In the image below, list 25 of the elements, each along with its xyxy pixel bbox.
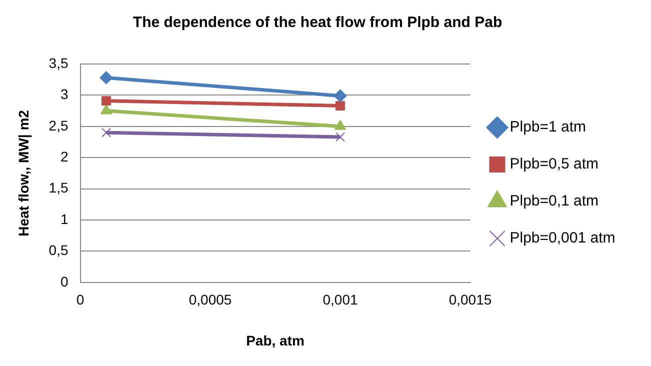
point (102, 96, 112, 106)
x-axis-title: Pab, atm (246, 332, 304, 348)
x-tick-label: 0,001 (322, 292, 358, 308)
y-tick-label: 2,5 (48, 117, 68, 134)
y-tick-label: 3 (60, 86, 68, 102)
y-tick-label: 0 (60, 273, 68, 290)
chart-title: The dependence of the heat flow from Plpb and Pab (132, 14, 502, 32)
y-tick-label: 3,5 (48, 54, 68, 71)
y-tick-label: 1 (60, 210, 68, 227)
point (334, 89, 347, 102)
y-tick-label: 1,5 (48, 180, 68, 196)
point (336, 101, 345, 111)
legend-label: Plpb=1 atm (510, 118, 586, 136)
x-tick-label: 0 (76, 292, 84, 308)
y-axis-title: Heat flow,, MW| m2 (15, 110, 32, 236)
legend-label: Plpb=0,001 atm (510, 230, 616, 247)
y-tick-label: 2 (60, 148, 68, 164)
point (336, 132, 345, 142)
x-tick-label: 0,0015 (448, 292, 492, 308)
legend-label: Plpb=0,1 atm (510, 192, 599, 210)
y-tick-label: 0,5 (48, 242, 68, 258)
point (100, 71, 113, 84)
legend-label: Plpb=0,5 atm (510, 156, 599, 173)
x-tick-label: 0,0005 (188, 292, 232, 308)
point (102, 128, 112, 138)
